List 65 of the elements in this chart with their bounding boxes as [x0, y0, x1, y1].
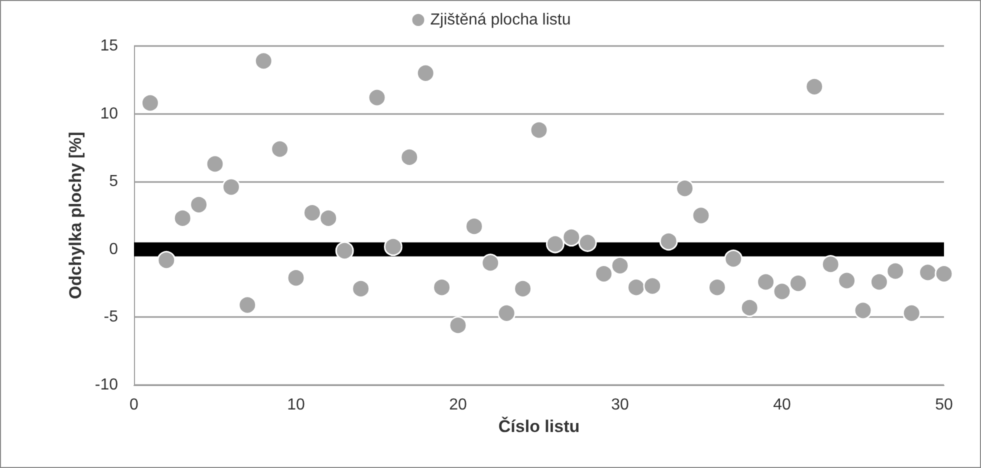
y-tick-label: -5 [104, 308, 118, 326]
point [416, 64, 435, 82]
point [659, 232, 678, 251]
point [724, 250, 743, 268]
y-tick-label: 10 [100, 105, 118, 122]
point [352, 279, 370, 298]
point [368, 88, 386, 107]
point [772, 282, 792, 301]
point [870, 272, 888, 292]
y-tick-label: 0 [109, 240, 118, 258]
point [481, 254, 500, 272]
point [708, 278, 726, 297]
point [562, 228, 581, 246]
point [578, 233, 597, 252]
point [934, 264, 954, 284]
point [173, 208, 192, 228]
point [838, 271, 856, 290]
point [238, 296, 257, 314]
x-tick-label: 40 [773, 396, 791, 414]
x-axis-title: Číslo listu [498, 416, 580, 436]
point [157, 251, 176, 270]
point [514, 279, 532, 298]
point [821, 255, 840, 274]
point [319, 208, 338, 228]
point [254, 52, 273, 70]
point [740, 298, 759, 317]
y-axis-title: Odchylka plochy [%] [66, 132, 85, 300]
point [788, 274, 808, 293]
point [432, 278, 452, 297]
point [756, 272, 776, 292]
point [626, 278, 646, 297]
point [854, 301, 872, 320]
point [286, 268, 306, 288]
point [448, 316, 468, 335]
point [497, 304, 516, 322]
y-tick-label: 5 [109, 173, 118, 190]
point [805, 77, 824, 96]
point [676, 179, 694, 198]
point [270, 140, 290, 158]
point [610, 256, 630, 275]
x-tick-label: 50 [935, 396, 953, 414]
x-tick-label: 20 [449, 396, 467, 414]
point [400, 148, 419, 166]
y-tick-label: -10 [94, 376, 118, 394]
point [594, 264, 614, 284]
point [464, 217, 484, 236]
x-tick-label: 0 [130, 396, 139, 414]
x-tick-label: 10 [287, 396, 305, 414]
point [302, 204, 322, 222]
point [206, 154, 224, 174]
point [643, 276, 662, 296]
point [140, 94, 160, 112]
point [384, 237, 402, 256]
point [546, 234, 564, 254]
point [692, 206, 710, 225]
point [335, 242, 354, 260]
legend-label: Zjištěná plocha listu [430, 12, 571, 28]
y-tick-label: 15 [100, 38, 118, 54]
point [190, 195, 208, 214]
point [902, 304, 921, 322]
point [886, 262, 905, 280]
x-tick-label: 30 [611, 396, 629, 414]
point [530, 120, 548, 140]
point [918, 263, 938, 282]
point [222, 178, 240, 196]
